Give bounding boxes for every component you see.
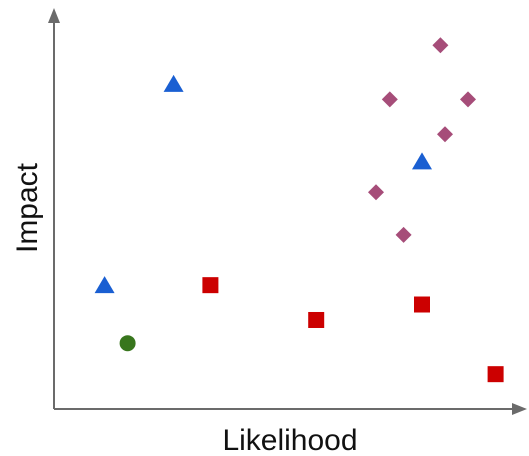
diamond-point-1 bbox=[432, 37, 449, 54]
diamond-point-6 bbox=[395, 226, 412, 243]
square-point-3 bbox=[414, 296, 430, 313]
triangle-point-3 bbox=[412, 152, 432, 170]
triangle-point-1 bbox=[94, 276, 115, 294]
square-point-4 bbox=[487, 366, 504, 383]
circle-point-1 bbox=[119, 335, 136, 352]
square-point-1 bbox=[202, 277, 219, 294]
diamond-point-5 bbox=[368, 184, 384, 201]
triangle-point-2 bbox=[163, 74, 184, 92]
diamond-point-2 bbox=[381, 91, 398, 108]
y-axis-arrowhead bbox=[48, 8, 60, 23]
diamond-point-4 bbox=[437, 126, 453, 143]
data-points bbox=[94, 37, 504, 383]
axes bbox=[48, 8, 527, 415]
x-axis-label: Likelihood bbox=[222, 424, 357, 456]
y-axis-label: Impact bbox=[11, 162, 44, 253]
square-point-2 bbox=[308, 311, 325, 328]
diamond-point-3 bbox=[460, 91, 476, 108]
x-axis-arrowhead bbox=[512, 403, 527, 415]
